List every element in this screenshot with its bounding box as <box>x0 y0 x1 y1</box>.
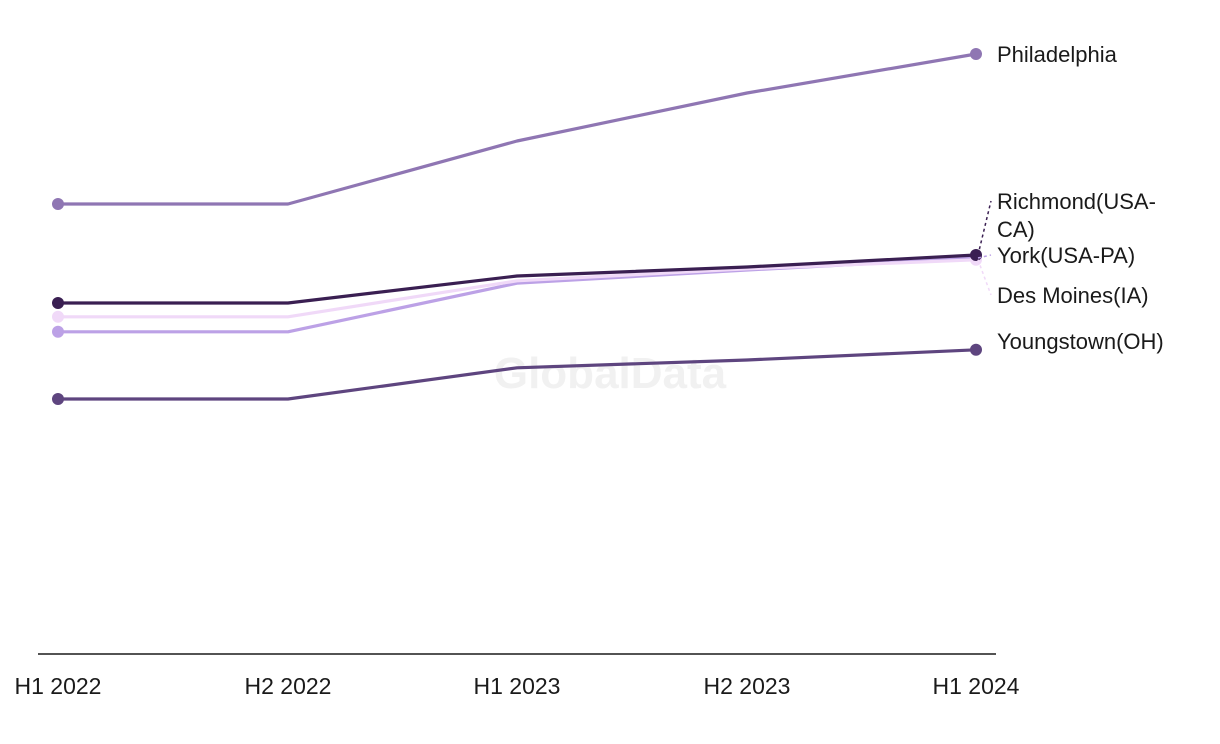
series-label-philadelphia: Philadelphia <box>997 42 1118 67</box>
x-tick-label-h1-2024: H1 2024 <box>933 673 1020 699</box>
leader-line-des-moines-ia <box>977 259 992 296</box>
series-line-youngstown-oh <box>56 348 978 401</box>
series-labels: Philadelphia Richmond(USA-CA)York(USA-PA)… <box>977 42 1164 354</box>
data-point-philadelphia-0 <box>52 198 64 210</box>
series-layer <box>52 48 982 405</box>
leader-line-york-usa-pa <box>977 254 992 259</box>
data-point-des-moines-ia-0 <box>52 310 64 323</box>
series-label-york-usa-pa: York(USA-PA) <box>997 243 1135 268</box>
x-tick-label-h2-2022: H2 2022 <box>245 673 332 699</box>
series-philadelphia <box>52 48 982 210</box>
leader-line-richmond-usa-ca <box>977 200 992 256</box>
series-des-moines-ia <box>52 253 982 323</box>
data-point-york-usa-pa-0 <box>52 325 64 338</box>
series-label-richmond-usa-ca: Richmond(USA-CA) <box>997 189 1156 242</box>
data-point-philadelphia-4 <box>970 48 982 60</box>
series-youngstown-oh <box>52 343 982 405</box>
x-tick-label-h1-2023: H1 2023 <box>474 673 561 699</box>
series-line-york-usa-pa <box>56 256 978 334</box>
series-line-des-moines-ia <box>56 258 978 319</box>
watermark: GlobalData <box>494 349 727 398</box>
x-tick-label-h1-2022: H1 2022 <box>15 673 102 699</box>
series-richmond-usa-ca <box>52 249 982 309</box>
data-point-youngstown-oh-4 <box>970 343 982 356</box>
x-tick-label-h2-2023: H2 2023 <box>704 673 791 699</box>
series-line-philadelphia <box>56 52 978 206</box>
data-point-youngstown-oh-0 <box>52 393 64 405</box>
data-point-richmond-usa-ca-0 <box>52 297 64 309</box>
series-label-youngstown-oh: Youngstown(OH) <box>997 329 1164 354</box>
data-point-richmond-usa-ca-4 <box>970 249 982 261</box>
x-axis-ticks: H1 2022 H2 2022 H1 2023 H2 2023 H1 2024 <box>15 673 1020 699</box>
series-line-richmond-usa-ca <box>56 253 978 305</box>
series-label-des-moines-ia: Des Moines(IA) <box>997 283 1149 308</box>
